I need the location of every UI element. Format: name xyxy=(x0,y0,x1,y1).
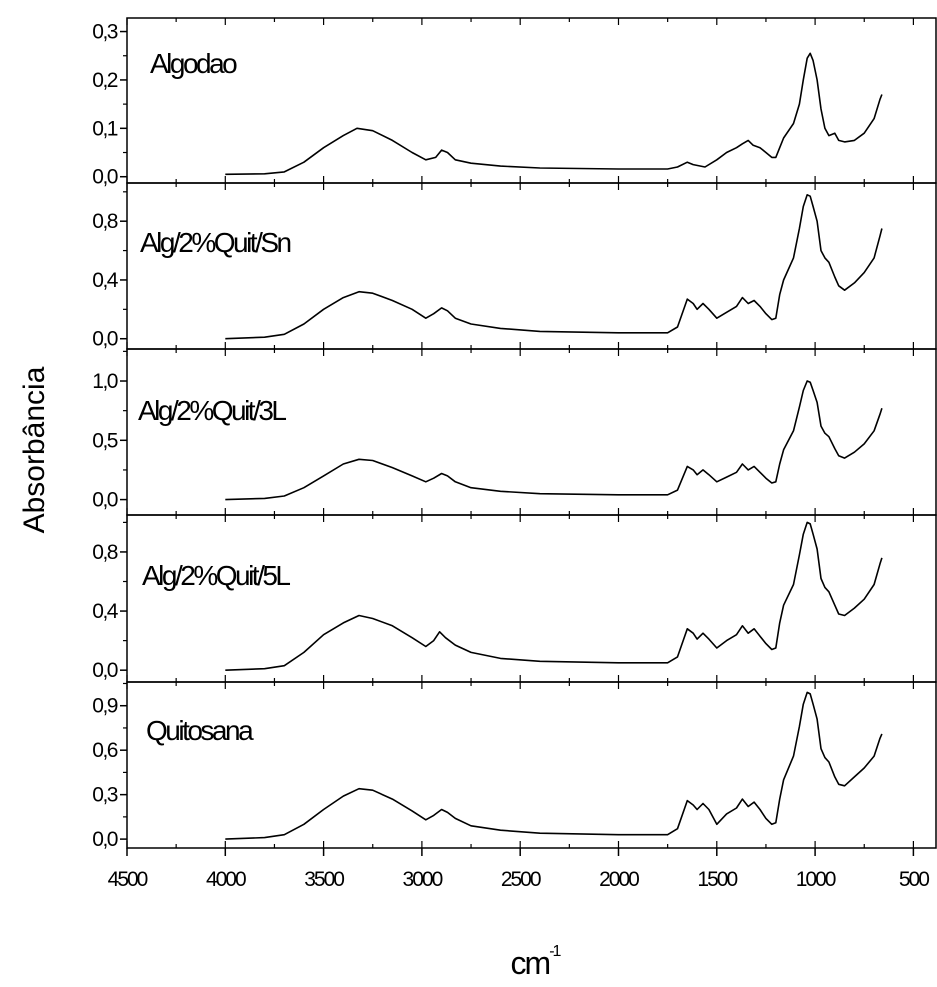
panel-3: 0,0 0,5 1,0 Alg/2%Quit/3L xyxy=(92,348,937,516)
x-tick-label: 3500 xyxy=(304,868,344,891)
panel-frame xyxy=(126,681,937,849)
panel-label: Quitosana xyxy=(146,715,254,746)
y-tick-label: 0,0 xyxy=(92,659,118,682)
spectrum-line-2 xyxy=(225,194,883,340)
y-tick-label: 0,6 xyxy=(92,739,118,762)
y-tick-label: 0,0 xyxy=(92,828,118,851)
panel-label: Alg/2%Quit/Sn xyxy=(140,227,291,258)
panel-1: 0,0 0,1 0,2 0,3 Algodao xyxy=(92,17,937,189)
panel-frame xyxy=(126,182,937,350)
panel-label: Alg/2%Quit/3L xyxy=(138,395,286,426)
y-tick-label: 0,8 xyxy=(92,541,118,564)
y-tick-label: 0,8 xyxy=(92,210,118,233)
x-axis-title: cm-1 xyxy=(511,943,562,981)
x-axis-title-superscript: -1 xyxy=(549,943,561,960)
spectrum-line-3 xyxy=(225,380,883,501)
y-tick-label: 0,3 xyxy=(92,21,118,44)
x-tick-label: 2000 xyxy=(599,868,639,891)
x-tick-label: 4500 xyxy=(108,868,148,891)
x-tick-label: 4000 xyxy=(206,868,246,891)
panel-label: Alg/2%Quit/5L xyxy=(142,560,290,591)
panel-4: 0,0 0,4 0,8 Alg/2%Quit/5L xyxy=(92,514,937,683)
y-axis-title: Absorbância xyxy=(18,366,51,533)
x-tick-label: 1000 xyxy=(796,868,836,891)
panel-5: 0,0 0,3 0,6 0,9 Quitosana xyxy=(92,681,937,851)
y-tick-label: 0,3 xyxy=(92,784,118,807)
y-tick-label: 0,4 xyxy=(92,269,119,292)
y-tick-label: 0,9 xyxy=(92,695,118,718)
panel-label: Algodao xyxy=(150,48,237,79)
panel-frame xyxy=(126,348,937,516)
spectrum-line-5 xyxy=(225,691,883,840)
spectrum-line-1 xyxy=(225,52,883,176)
y-tick-label: 0,0 xyxy=(92,328,118,351)
y-tick-label: 0,2 xyxy=(92,69,118,92)
spectrum-line-4 xyxy=(225,521,883,671)
panel-frame xyxy=(126,17,937,184)
y-tick-label: 0,1 xyxy=(92,117,118,140)
y-tick-label: 0,0 xyxy=(92,166,118,189)
y-tick-label: 0,4 xyxy=(92,600,119,623)
y-tick-label: 0,5 xyxy=(92,429,118,452)
x-tick-label: 2500 xyxy=(501,868,541,891)
y-tick-label: 0,0 xyxy=(92,489,118,512)
panel-2: 0,0 0,4 0,8 Alg/2%Quit/Sn xyxy=(92,182,937,351)
x-tick-label: 500 xyxy=(899,868,929,891)
x-tick-label: 1500 xyxy=(697,868,737,891)
x-tick-label: 3000 xyxy=(403,868,443,891)
y-tick-label: 1,0 xyxy=(92,370,118,393)
x-axis-title-text: cm xyxy=(511,945,550,981)
